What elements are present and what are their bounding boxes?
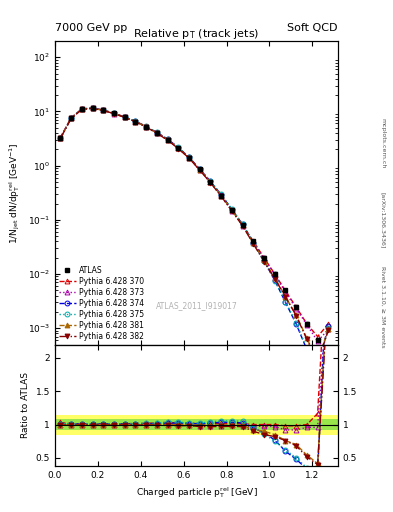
Bar bbox=[55, 419, 338, 430]
Text: Soft QCD: Soft QCD bbox=[288, 23, 338, 33]
Text: [arXiv:1306.3436]: [arXiv:1306.3436] bbox=[381, 192, 386, 248]
Text: 7000 GeV pp: 7000 GeV pp bbox=[55, 23, 127, 33]
X-axis label: Charged particle p$_{\mathrm{T}}^{\mathrm{rel}}$ [GeV]: Charged particle p$_{\mathrm{T}}^{\mathr… bbox=[136, 485, 257, 500]
Bar bbox=[55, 415, 338, 435]
Y-axis label: Ratio to ATLAS: Ratio to ATLAS bbox=[21, 372, 30, 438]
Y-axis label: 1/N$_{\mathrm{jet}}$ dN/dp$_{\mathrm{T}}^{\mathrm{rel}}$ [GeV$^{-1}$]: 1/N$_{\mathrm{jet}}$ dN/dp$_{\mathrm{T}}… bbox=[8, 142, 22, 244]
Text: ATLAS_2011_I919017: ATLAS_2011_I919017 bbox=[156, 301, 237, 310]
Title: Relative p$_{\mathrm{T}}$ (track jets): Relative p$_{\mathrm{T}}$ (track jets) bbox=[133, 27, 260, 41]
Text: mcplots.cern.ch: mcplots.cern.ch bbox=[381, 118, 386, 168]
Legend: ATLAS, Pythia 6.428 370, Pythia 6.428 373, Pythia 6.428 374, Pythia 6.428 375, P: ATLAS, Pythia 6.428 370, Pythia 6.428 37… bbox=[57, 265, 145, 342]
Text: Rivet 3.1.10, ≥ 3M events: Rivet 3.1.10, ≥ 3M events bbox=[381, 266, 386, 348]
